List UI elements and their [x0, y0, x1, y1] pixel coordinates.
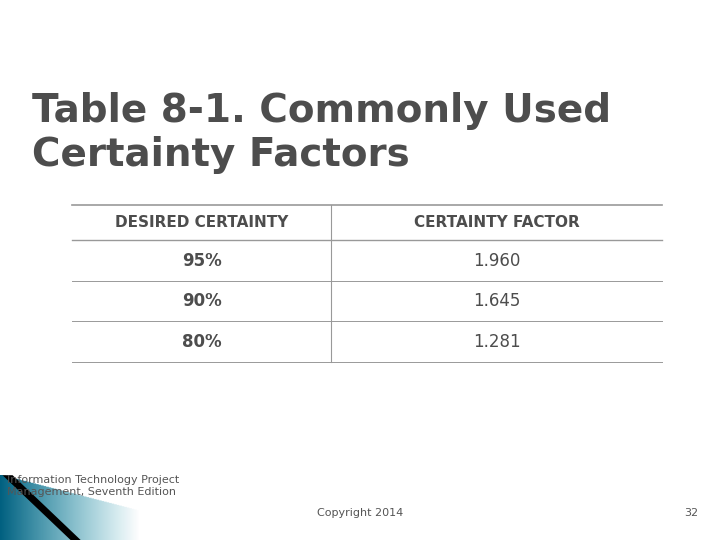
Text: Information Technology Project
Management, Seventh Edition: Information Technology Project Managemen…: [7, 475, 179, 497]
Text: 95%: 95%: [181, 252, 222, 269]
Polygon shape: [2, 475, 81, 540]
Text: Copyright 2014: Copyright 2014: [317, 508, 403, 518]
Text: DESIRED CERTAINTY: DESIRED CERTAINTY: [115, 215, 288, 230]
Text: 32: 32: [684, 508, 698, 518]
Text: CERTAINTY FACTOR: CERTAINTY FACTOR: [414, 215, 580, 230]
Text: 80%: 80%: [181, 333, 222, 350]
Text: 1.281: 1.281: [473, 333, 521, 350]
Text: 90%: 90%: [181, 292, 222, 310]
Text: 1.960: 1.960: [473, 252, 521, 269]
Text: 1.645: 1.645: [473, 292, 521, 310]
Text: Table 8-1. Commonly Used
Certainty Factors: Table 8-1. Commonly Used Certainty Facto…: [32, 92, 611, 174]
